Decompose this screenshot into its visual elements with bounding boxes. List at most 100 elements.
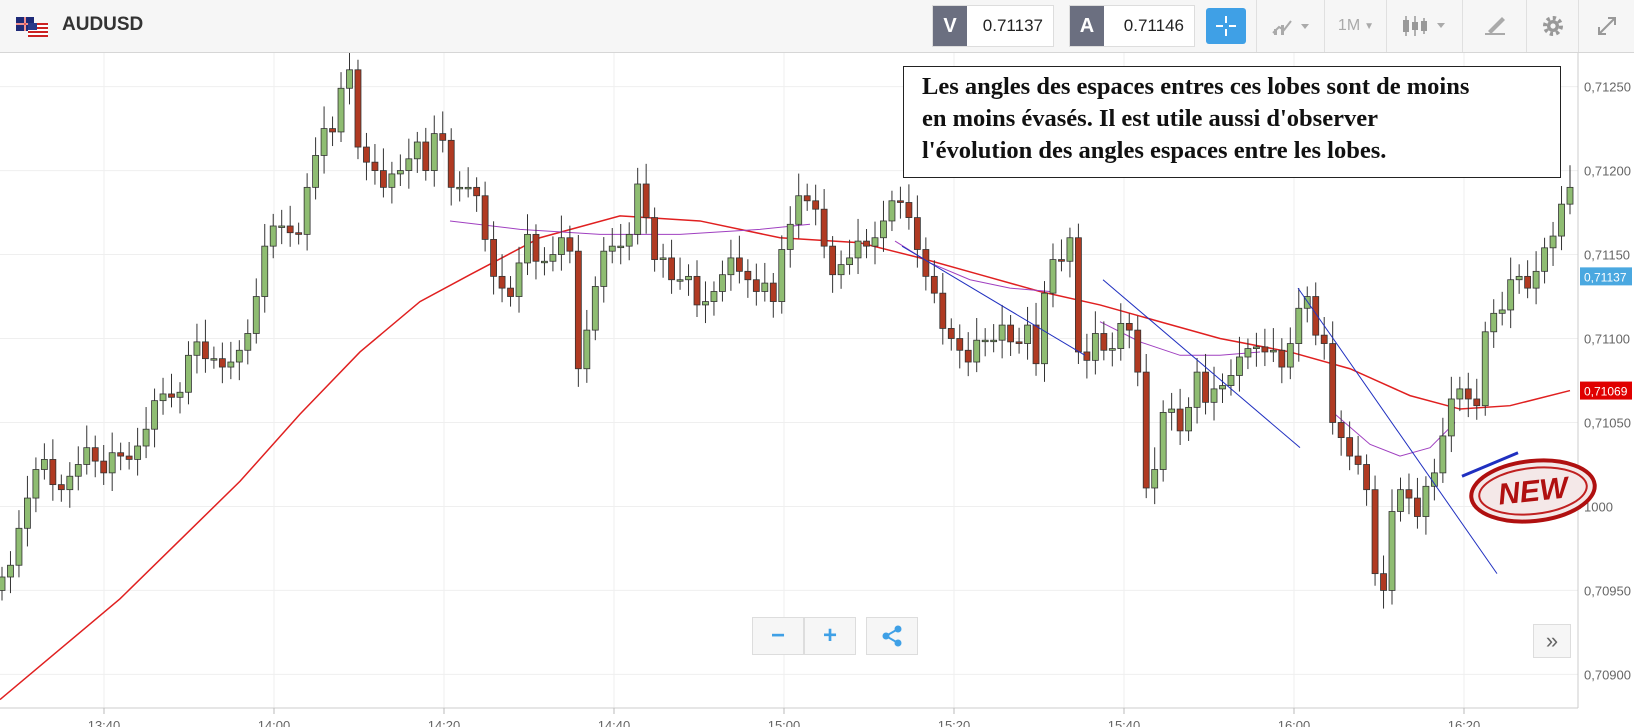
candle-body: [1498, 309, 1506, 314]
crosshair-button[interactable]: [1206, 8, 1246, 44]
x-tick-label: 16:00: [1278, 718, 1311, 727]
candle-body: [1007, 324, 1015, 343]
candle-body: [1142, 371, 1150, 489]
candle-body: [218, 358, 226, 368]
candlestick-button[interactable]: [1386, 0, 1463, 52]
moving-average-line: [0, 215, 1571, 701]
fullscreen-button[interactable]: [1578, 0, 1634, 52]
trendline: [1297, 287, 1498, 574]
envelope-curve: [1099, 321, 1261, 356]
candle-body: [0, 576, 6, 591]
candle-body: [1193, 371, 1201, 408]
candle-body: [1100, 333, 1108, 351]
candle-body: [1371, 489, 1379, 575]
candle-body: [151, 400, 158, 430]
annotation-line-1: Les angles des espaces entres ces lobes …: [922, 73, 1470, 100]
ask-box[interactable]: A 0.71146: [1069, 5, 1195, 47]
candle-body: [786, 223, 794, 250]
candle-body: [998, 324, 1006, 341]
candle-body: [659, 257, 667, 260]
candle-body: [557, 237, 565, 255]
candle-body: [413, 141, 421, 160]
candle-body: [1312, 296, 1320, 336]
candle-body: [1566, 186, 1574, 205]
candle-body: [591, 286, 599, 331]
candle-body: [1075, 237, 1082, 353]
candle-body: [1015, 341, 1023, 344]
new-stamp-label: NEW: [1497, 471, 1573, 511]
candle-body: [1278, 349, 1286, 368]
candle-body: [210, 358, 218, 361]
candle-body: [74, 464, 82, 477]
candle-body: [371, 161, 379, 171]
ask-price: 0.71146: [1123, 16, 1184, 35]
candle-body: [456, 186, 464, 190]
scroll-to-latest-button[interactable]: »: [1533, 624, 1571, 658]
flag-au-us-icon: [16, 17, 48, 37]
candle-body: [1295, 307, 1303, 344]
share-button[interactable]: [866, 617, 918, 655]
toolbar: AUDUSD V 0.71137 A 0.71146 1M ▼: [0, 0, 1634, 53]
candle-body: [100, 460, 108, 474]
chart-type-button[interactable]: [1256, 0, 1325, 52]
zoom-out-button[interactable]: −: [752, 617, 804, 655]
candle-body: [541, 260, 548, 264]
candle-body: [1236, 356, 1243, 376]
candle-body: [1422, 485, 1430, 517]
candle-body: [922, 249, 930, 277]
candle-body: [1202, 371, 1209, 403]
candle-body: [490, 239, 497, 277]
candle-body: [625, 233, 633, 247]
candle-body: [1481, 331, 1489, 407]
annotation-line-2: en moins évasés. Il est utile aussi d'ob…: [922, 105, 1378, 132]
drawing-tools-button[interactable]: [1462, 0, 1527, 52]
candle-body: [1024, 324, 1031, 344]
zoom-in-button[interactable]: +: [804, 617, 856, 655]
candle-body: [1303, 296, 1311, 309]
candle-body: [464, 186, 472, 190]
candle-body: [168, 393, 175, 398]
candle-body: [947, 328, 955, 339]
candle-body: [1337, 422, 1345, 439]
candle-body: [608, 245, 616, 252]
candle-body: [252, 296, 260, 334]
candle-body: [1558, 203, 1565, 237]
annotation-box: Les angles des espaces entres ces lobes …: [903, 66, 1561, 178]
settings-button[interactable]: [1526, 0, 1579, 52]
candle-body: [854, 240, 862, 259]
zoom-controls: − +: [752, 617, 918, 655]
candle-body: [727, 257, 735, 276]
candle-body: [863, 240, 870, 247]
trendlines: [901, 245, 1519, 574]
candle-body: [57, 484, 65, 491]
candle-body: [7, 564, 14, 578]
candle-body: [430, 133, 438, 171]
candle-body: [1219, 385, 1226, 390]
candle-body: [227, 361, 235, 368]
candle-body: [1405, 489, 1413, 499]
candle-body: [913, 217, 921, 250]
ask-badge: A: [1070, 6, 1104, 46]
candle-body: [1473, 398, 1481, 407]
candle-body: [354, 69, 362, 148]
candle-body: [642, 183, 650, 218]
bid-box[interactable]: V 0.71137: [932, 5, 1054, 47]
candle-body: [685, 275, 692, 281]
candle-body: [439, 133, 447, 141]
candle-body: [702, 301, 709, 306]
candle-body: [1447, 398, 1455, 437]
timeframe-button[interactable]: 1M ▼: [1324, 0, 1387, 52]
candle-body: [820, 208, 828, 247]
candle-body: [286, 225, 294, 234]
x-tick-label: 16:20: [1448, 718, 1481, 727]
timeframe-label: 1M: [1337, 17, 1361, 34]
candle-body: [1346, 437, 1354, 457]
ma-line: [0, 215, 1571, 701]
candle-body: [159, 393, 167, 402]
drawing-tools-icon: [1485, 17, 1505, 35]
x-tick-label: 13:40: [88, 718, 121, 727]
candle-body: [752, 279, 760, 292]
price-axis: 0,70900 0,70950 1000 0,71050 0,71100 0,71150 0…: [1577, 53, 1632, 708]
candle-body: [1227, 375, 1235, 386]
y-tick-label: 0,71150: [1584, 248, 1630, 263]
